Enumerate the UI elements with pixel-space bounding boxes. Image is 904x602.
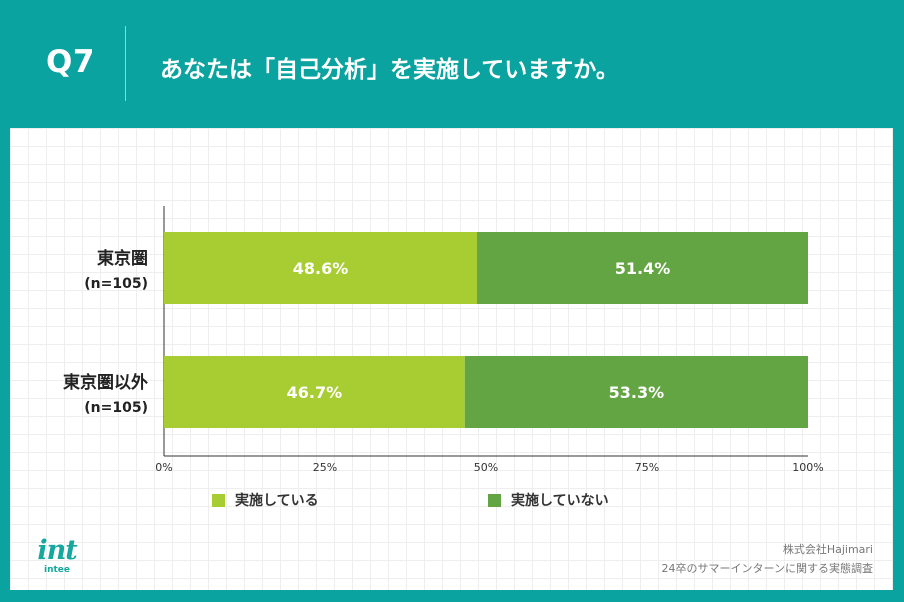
data-label-0-1: 51.4% [615,259,671,278]
bar-segment-1-1 [464,356,808,428]
legend-swatch-implemented [212,493,225,507]
x-tick-label-1: 25% [313,461,337,474]
category-label-1: 東京圏以外 [63,372,148,393]
category-n-0: (n=105) [84,276,148,292]
bar-segment-1-0 [164,356,465,428]
legend-label-not-implemented: 実施していない [511,493,609,509]
chart-card: 48.6% 51.4% 東京圏 (n=105) 46.7% 53.3% 東京圏以外 (n=10… [10,128,893,590]
legend-item-not-implemented: 実施していない [488,490,609,510]
x-tick-label-0: 0% [155,461,172,474]
legend-swatch-not-implemented [488,493,501,507]
bar-segment-0-0 [164,232,477,304]
header-divider [125,26,126,101]
legend-label-implemented: 実施している [235,493,319,509]
x-tick-label-2: 50% [474,461,498,474]
logo-text: intee [43,565,70,575]
stacked-bar-chart: 48.6% 51.4% 東京圏 (n=105) 46.7% 53.3% 東京圏以外 (n=10… [63,206,824,474]
bar-segment-0-1 [476,232,808,304]
credit: 株式会社Hajimari 24卒のサマーインターンに関する実態調査 [662,540,873,578]
company-name: 株式会社Hajimari [782,543,873,556]
x-tick-label-4: 100% [792,461,823,474]
header: Q7 あなたは「自己分析」を実施していますか。 [0,0,904,128]
legend-item-implemented: 実施している [212,490,319,510]
bottom-band [0,590,904,602]
question-number: Q7 [46,44,95,80]
x-tick-label-3: 75% [635,461,659,474]
data-label-0-0: 48.6% [293,259,349,278]
category-n-1: (n=105) [84,400,148,416]
category-label-0: 東京圏 [97,248,148,269]
data-label-1-1: 53.3% [609,383,665,402]
logo-mark: int [37,535,77,566]
intee-logo: int intee [32,537,82,575]
data-label-1-0: 46.7% [287,383,343,402]
survey-name: 24卒のサマーインターンに関する実態調査 [661,562,873,575]
question-text: あなたは「自己分析」を実施していますか。 [160,57,619,83]
